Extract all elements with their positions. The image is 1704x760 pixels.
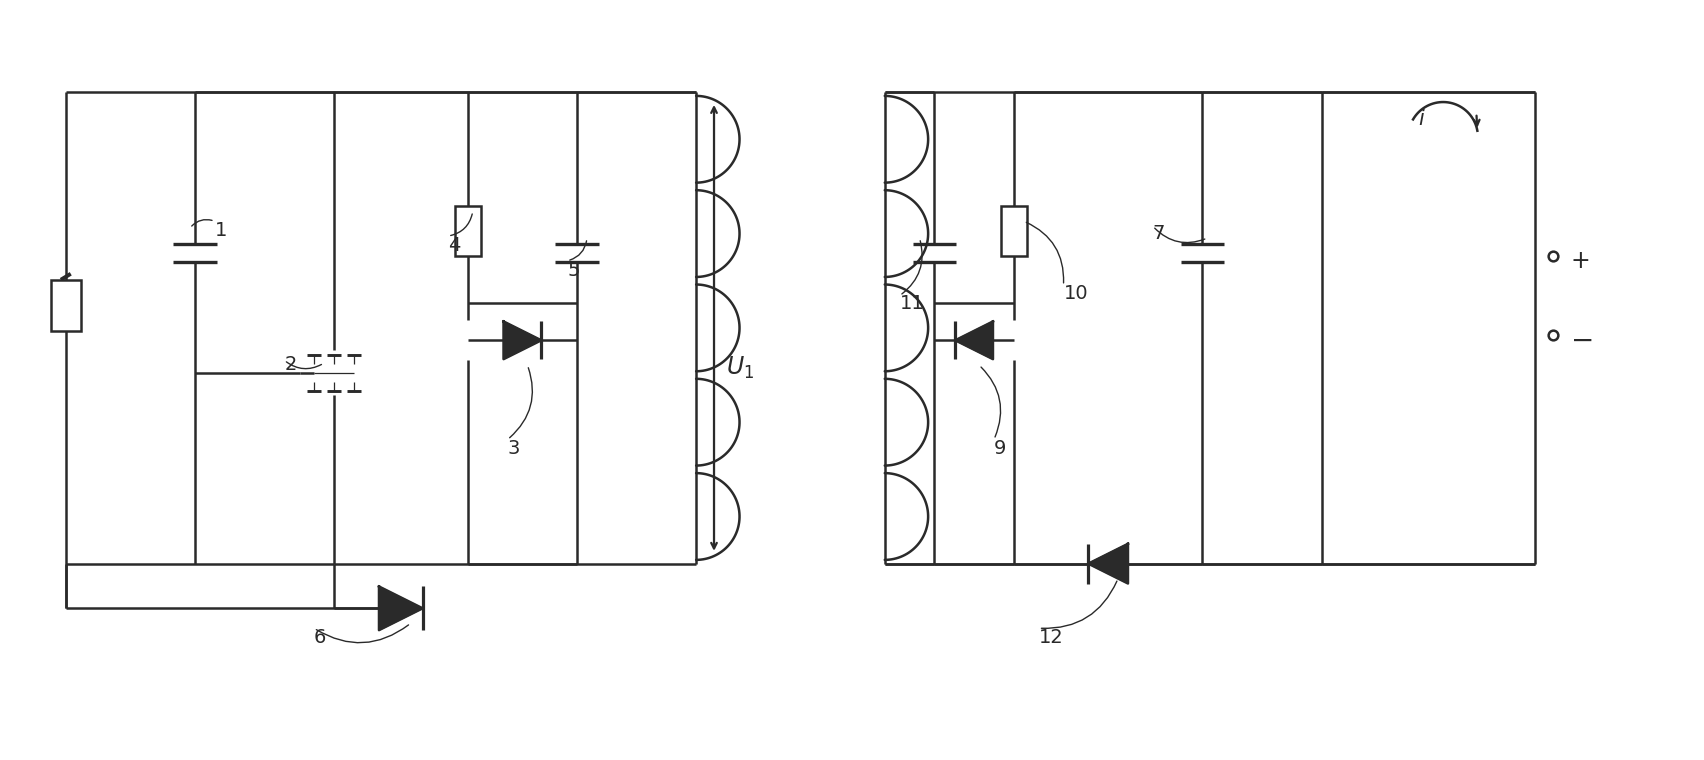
Text: 12: 12 [1039, 628, 1063, 647]
Polygon shape [378, 587, 423, 630]
Text: 2: 2 [285, 355, 296, 374]
Text: $U_1$: $U_1$ [726, 355, 755, 382]
Text: 6: 6 [314, 628, 327, 647]
Bar [51, 280, 80, 331]
Text: 10: 10 [1063, 283, 1089, 302]
Bar [1000, 206, 1028, 256]
Text: 11: 11 [900, 293, 924, 312]
Text: 9: 9 [993, 439, 1007, 458]
Bar [455, 206, 481, 256]
Text: −: − [1571, 328, 1593, 355]
Text: 1: 1 [215, 221, 227, 240]
Polygon shape [956, 321, 993, 359]
Text: 3: 3 [508, 439, 520, 458]
Text: $i$: $i$ [1418, 109, 1426, 129]
Polygon shape [1089, 544, 1128, 584]
Text: +: + [1571, 249, 1590, 273]
Text: 5: 5 [567, 261, 579, 280]
Polygon shape [504, 321, 542, 359]
Text: 4: 4 [448, 236, 460, 255]
Text: 7: 7 [1154, 224, 1166, 243]
